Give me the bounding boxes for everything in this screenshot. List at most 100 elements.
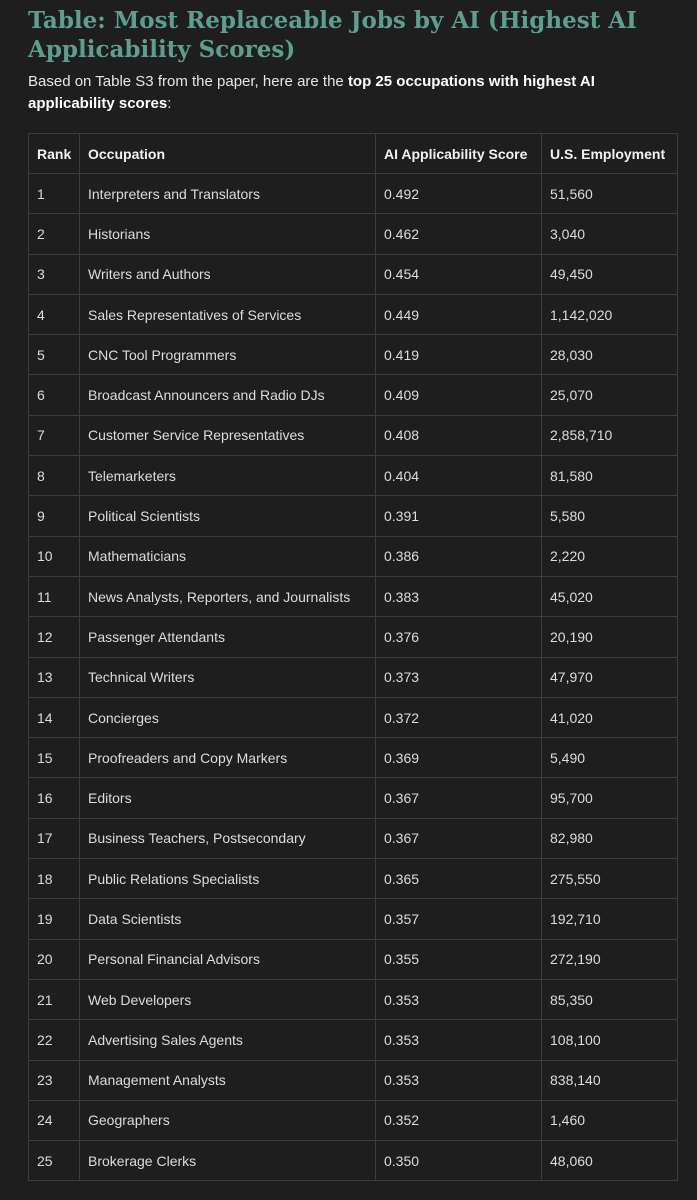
cell-occupation: Geographers [79,1099,376,1142]
table-row: 3 Writers and Authors 0.454 49,450 [28,253,678,295]
cell-score: 0.369 [375,737,542,779]
cell-score: 0.454 [375,253,542,295]
cell-score: 0.409 [375,374,542,416]
cell-occupation: Writers and Authors [79,253,376,295]
cell-occupation: Advertising Sales Agents [79,1019,376,1061]
cell-employment: 49,450 [541,253,678,295]
cell-occupation: Sales Representatives of Services [79,293,376,336]
cell-rank: 21 [28,978,80,1021]
cell-employment: 2,858,710 [541,414,678,457]
table-row: 6 Broadcast Announcers and Radio DJs 0.409… [28,374,678,416]
cell-occupation: Concierges [79,696,376,739]
intro-bold: top 25 occupations with highest AI appli… [28,73,595,112]
header-employment: U.S. Employment [541,133,678,174]
cell-occupation: Passenger Attendants [79,616,376,658]
table-row: 25 Brokerage Clerks 0.350 48,060 [28,1140,678,1182]
table-row: 23 Management Analysts 0.353 838,140 [28,1059,678,1101]
intro-suffix: : [167,95,172,112]
intro-prefix: Based on Table S3 from the paper, here a… [28,73,348,90]
table-row: 13 Technical Writers 0.373 47,970 [28,656,678,698]
cell-employment: 82,980 [541,817,678,860]
table-row: 14 Concierges 0.372 41,020 [28,696,678,739]
cell-rank: 5 [28,334,80,376]
cell-rank: 18 [28,858,80,900]
table-row: 21 Web Developers 0.353 85,350 [28,978,678,1021]
cell-employment: 81,580 [541,455,678,497]
table-row: 1 Interpreters and Translators 0.492 51,560 [28,172,678,215]
table-row: 18 Public Relations Specialists 0.365 275,5… [28,858,678,900]
table-row: 11 News Analysts, Reporters, and Journali… [28,575,678,618]
cell-occupation: Mathematicians [79,535,376,577]
cell-occupation: Telemarketers [79,455,376,497]
table-row: 12 Passenger Attendants 0.376 20,190 [28,616,678,658]
cell-score: 0.391 [375,495,542,537]
header-occupation: Occupation [79,133,376,174]
cell-rank: 25 [28,1140,80,1182]
cell-score: 0.372 [375,696,542,739]
cell-employment: 108,100 [541,1019,678,1061]
cell-rank: 6 [28,374,80,416]
cell-occupation: Business Teachers, Postsecondary [79,817,376,860]
cell-occupation: CNC Tool Programmers [79,334,376,376]
cell-rank: 7 [28,414,80,457]
cell-occupation: Management Analysts [79,1059,376,1101]
table-row: 7 Customer Service Representatives 0.408 2,… [28,414,678,457]
page-title: Table: Most Replaceable Jobs by AI (High… [28,7,637,63]
cell-employment: 192,710 [541,898,678,940]
cell-employment: 28,030 [541,334,678,376]
cell-score: 0.383 [375,575,542,618]
cell-employment: 95,700 [541,777,678,819]
cell-score: 0.419 [375,334,542,376]
table-body: 1 Interpreters and Translators 0.492 51,560… [28,172,678,1182]
cell-employment: 85,350 [541,978,678,1021]
cell-score: 0.408 [375,414,542,457]
table-row: 15 Proofreaders and Copy Markers 0.369 5,49… [28,737,678,779]
cell-rank: 15 [28,737,80,779]
cell-employment: 48,060 [541,1140,678,1182]
cell-occupation: Historians [79,213,376,255]
table-row: 24 Geographers 0.352 1,460 [28,1099,678,1142]
table-row: 17 Business Teachers, Postsecondary 0.367 8… [28,817,678,860]
cell-occupation: Brokerage Clerks [79,1140,376,1182]
cell-score: 0.350 [375,1140,542,1182]
cell-score: 0.365 [375,858,542,900]
cell-rank: 19 [28,898,80,940]
cell-employment: 45,020 [541,575,678,618]
cell-employment: 5,490 [541,737,678,779]
cell-rank: 4 [28,293,80,336]
cell-score: 0.353 [375,1019,542,1061]
cell-rank: 9 [28,495,80,537]
cell-employment: 47,970 [541,656,678,698]
cell-rank: 14 [28,696,80,739]
cell-score: 0.386 [375,535,542,577]
header-score: AI Applicability Score [375,133,542,174]
cell-rank: 11 [28,575,80,618]
cell-rank: 12 [28,616,80,658]
table-row: 8 Telemarketers 0.404 81,580 [28,455,678,497]
cell-rank: 2 [28,213,80,255]
table-row: 4 Sales Representatives of Services 0.449 1… [28,293,678,336]
cell-score: 0.404 [375,455,542,497]
cell-occupation: Proofreaders and Copy Markers [79,737,376,779]
cell-occupation: Editors [79,777,376,819]
cell-score: 0.449 [375,293,542,336]
cell-occupation: Web Developers [79,978,376,1021]
cell-score: 0.492 [375,172,542,215]
table-row: 22 Advertising Sales Agents 0.353 108,100 [28,1019,678,1061]
cell-occupation: Technical Writers [79,656,376,698]
cell-score: 0.462 [375,213,542,255]
intro-text: Based on Table S3 from the paper, here a… [28,71,683,115]
occupations-table: Rank Occupation AI Applicability Score U… [28,133,678,1182]
cell-score: 0.373 [375,656,542,698]
table-row: 2 Historians 0.462 3,040 [28,213,678,255]
cell-occupation: Public Relations Specialists [79,858,376,900]
cell-rank: 16 [28,777,80,819]
cell-rank: 10 [28,535,80,577]
cell-employment: 3,040 [541,213,678,255]
cell-employment: 1,142,020 [541,293,678,336]
cell-employment: 5,580 [541,495,678,537]
cell-occupation: Political Scientists [79,495,376,537]
cell-score: 0.355 [375,938,542,980]
cell-occupation: Data Scientists [79,898,376,940]
cell-rank: 3 [28,253,80,295]
